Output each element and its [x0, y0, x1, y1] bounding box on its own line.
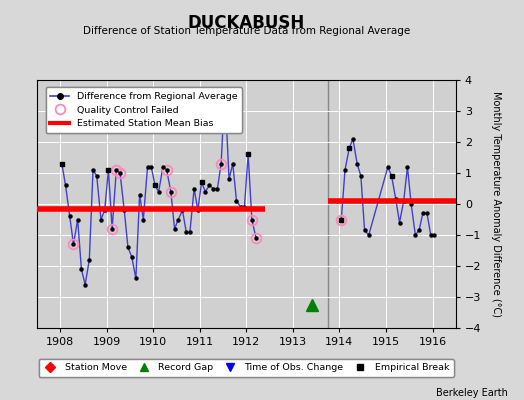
Text: Berkeley Earth: Berkeley Earth — [436, 388, 508, 398]
Y-axis label: Monthly Temperature Anomaly Difference (°C): Monthly Temperature Anomaly Difference (… — [491, 91, 501, 317]
Text: DUCKABUSH: DUCKABUSH — [188, 14, 305, 32]
Legend: Station Move, Record Gap, Time of Obs. Change, Empirical Break: Station Move, Record Gap, Time of Obs. C… — [38, 359, 454, 377]
Legend: Difference from Regional Average, Quality Control Failed, Estimated Station Mean: Difference from Regional Average, Qualit… — [46, 87, 242, 133]
Text: Difference of Station Temperature Data from Regional Average: Difference of Station Temperature Data f… — [83, 26, 410, 36]
